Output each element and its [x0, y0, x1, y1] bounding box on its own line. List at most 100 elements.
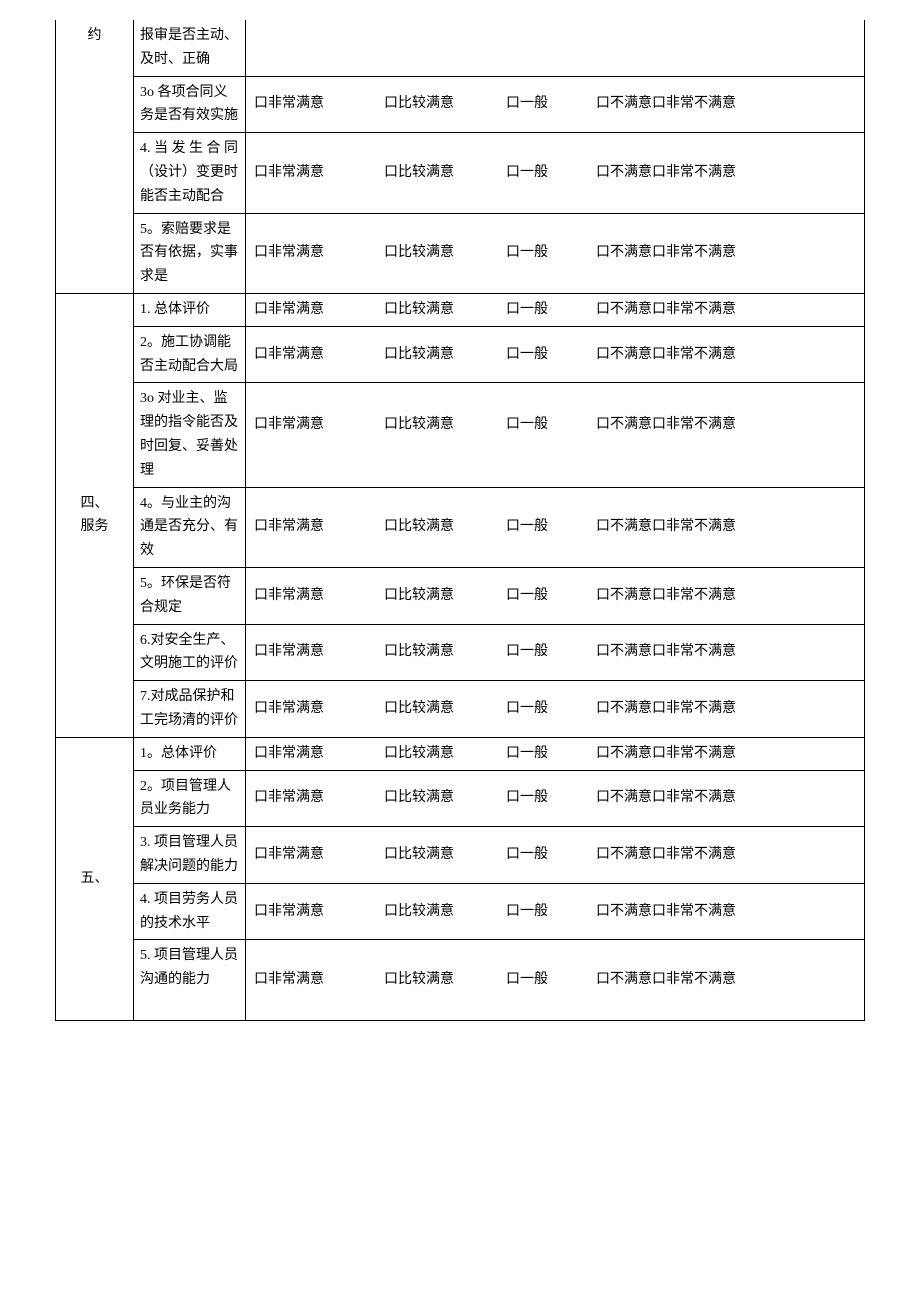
item-text: 1。总体评价 — [140, 746, 217, 761]
item-cell: 2。项目管理人员业务能力 — [134, 770, 246, 827]
item-text: 5。环保是否符合规定 — [140, 576, 231, 615]
item-text: 7.对成品保护和工完场清的评价 — [140, 689, 238, 728]
option-dissatisfied[interactable]: 口不满意口非常不满意 — [596, 92, 736, 116]
option-dissatisfied[interactable]: 口不满意口非常不满意 — [596, 697, 736, 721]
option-very-satisfied[interactable]: 口非常满意 — [254, 968, 324, 992]
option-very-satisfied[interactable]: 口非常满意 — [254, 742, 324, 766]
option-very-satisfied[interactable]: 口非常满意 — [254, 343, 324, 367]
option-quite-satisfied[interactable]: 口比较满意 — [384, 900, 454, 924]
item-cell: 4。与业主的沟通是否充分、有效 — [134, 487, 246, 567]
item-text: 6.对安全生产、文明施工的评价 — [140, 633, 238, 672]
option-average[interactable]: 口一般 — [506, 241, 548, 265]
item-text: 5。索赔要求是否有依据，实事求是 — [140, 222, 238, 285]
item-cell: 3o 各项合同义务是否有效实施 — [134, 76, 246, 133]
option-quite-satisfied[interactable]: 口比较满意 — [384, 241, 454, 265]
option-average[interactable]: 口一般 — [506, 92, 548, 116]
option-average[interactable]: 口一般 — [506, 298, 548, 322]
option-quite-satisfied[interactable]: 口比较满意 — [384, 413, 454, 437]
category-label: 四、 — [62, 492, 127, 516]
survey-table: 约报审是否主动、及时、正确 3o 各项合同义务是否有效实施口非常满意口比较满意口… — [55, 20, 865, 1021]
item-text: 1. 总体评价 — [140, 302, 210, 317]
option-dissatisfied[interactable]: 口不满意口非常不满意 — [596, 968, 736, 992]
option-average[interactable]: 口一般 — [506, 843, 548, 867]
option-very-satisfied[interactable]: 口非常满意 — [254, 900, 324, 924]
option-quite-satisfied[interactable]: 口比较满意 — [384, 786, 454, 810]
item-text: 2。项目管理人员业务能力 — [140, 779, 231, 818]
option-average[interactable]: 口一般 — [506, 343, 548, 367]
option-quite-satisfied[interactable]: 口比较满意 — [384, 968, 454, 992]
options-cell: 口非常满意 口比较满意 口一般 口不满意口非常不满意 — [246, 76, 865, 133]
option-dissatisfied[interactable]: 口不满意口非常不满意 — [596, 900, 736, 924]
option-very-satisfied[interactable]: 口非常满意 — [254, 786, 324, 810]
option-dissatisfied[interactable]: 口不满意口非常不满意 — [596, 161, 736, 185]
option-dissatisfied[interactable]: 口不满意口非常不满意 — [596, 584, 736, 608]
option-quite-satisfied[interactable]: 口比较满意 — [384, 161, 454, 185]
option-average[interactable]: 口一般 — [506, 697, 548, 721]
options-cell: 口非常满意 口比较满意 口一般 口不满意口非常不满意 — [246, 737, 865, 770]
item-cell: 7.对成品保护和工完场清的评价 — [134, 681, 246, 738]
option-average[interactable]: 口一般 — [506, 900, 548, 924]
options-cell: 口非常满意 口比较满意 口一般 口不满意口非常不满意 — [246, 827, 865, 884]
item-text: 4. 当 发 生 合 同（设计）变更时能否主动配合 — [140, 141, 238, 204]
option-dissatisfied[interactable]: 口不满意口非常不满意 — [596, 843, 736, 867]
option-quite-satisfied[interactable]: 口比较满意 — [384, 640, 454, 664]
option-quite-satisfied[interactable]: 口比较满意 — [384, 843, 454, 867]
option-very-satisfied[interactable]: 口非常满意 — [254, 640, 324, 664]
option-dissatisfied[interactable]: 口不满意口非常不满意 — [596, 413, 736, 437]
option-average[interactable]: 口一般 — [506, 161, 548, 185]
item-text: 3o 各项合同义务是否有效实施 — [140, 85, 238, 124]
item-cell: 4. 当 发 生 合 同（设计）变更时能否主动配合 — [134, 133, 246, 213]
category-cell-s5: 五、 — [56, 737, 134, 1020]
options-cell-empty — [246, 20, 865, 76]
option-very-satisfied[interactable]: 口非常满意 — [254, 515, 324, 539]
option-average[interactable]: 口一般 — [506, 968, 548, 992]
option-very-satisfied[interactable]: 口非常满意 — [254, 843, 324, 867]
item-cell: 6.对安全生产、文明施工的评价 — [134, 624, 246, 681]
option-dissatisfied[interactable]: 口不满意口非常不满意 — [596, 241, 736, 265]
category-label: 约 — [62, 24, 127, 48]
item-text: 4。与业主的沟通是否充分、有效 — [140, 496, 238, 559]
option-average[interactable]: 口一般 — [506, 584, 548, 608]
option-quite-satisfied[interactable]: 口比较满意 — [384, 515, 454, 539]
option-very-satisfied[interactable]: 口非常满意 — [254, 584, 324, 608]
option-average[interactable]: 口一般 — [506, 640, 548, 664]
category-label: 服务 — [62, 515, 127, 539]
item-text: 报审是否主动、及时、正确 — [140, 28, 238, 67]
item-cell: 5。索赔要求是否有依据，实事求是 — [134, 213, 246, 293]
option-average[interactable]: 口一般 — [506, 786, 548, 810]
item-text: 4. 项目劳务人员的技术水平 — [140, 892, 238, 931]
item-cell: 3o 对业主、监理的指令能否及时回复、妥善处理 — [134, 383, 246, 487]
category-label: 五、 — [62, 867, 127, 891]
option-dissatisfied[interactable]: 口不满意口非常不满意 — [596, 742, 736, 766]
options-cell: 口非常满意 口比较满意 口一般 口不满意口非常不满意 — [246, 681, 865, 738]
option-dissatisfied[interactable]: 口不满意口非常不满意 — [596, 515, 736, 539]
options-cell: 口非常满意 口比较满意 口一般 口不满意口非常不满意 — [246, 293, 865, 326]
option-dissatisfied[interactable]: 口不满意口非常不满意 — [596, 343, 736, 367]
option-quite-satisfied[interactable]: 口比较满意 — [384, 697, 454, 721]
item-cell: 3. 项目管理人员解决问题的能力 — [134, 827, 246, 884]
item-cell: 1. 总体评价 — [134, 293, 246, 326]
option-dissatisfied[interactable]: 口不满意口非常不满意 — [596, 640, 736, 664]
option-average[interactable]: 口一般 — [506, 413, 548, 437]
option-dissatisfied[interactable]: 口不满意口非常不满意 — [596, 298, 736, 322]
option-average[interactable]: 口一般 — [506, 742, 548, 766]
option-dissatisfied[interactable]: 口不满意口非常不满意 — [596, 786, 736, 810]
option-average[interactable]: 口一般 — [506, 515, 548, 539]
option-very-satisfied[interactable]: 口非常满意 — [254, 697, 324, 721]
option-very-satisfied[interactable]: 口非常满意 — [254, 92, 324, 116]
option-quite-satisfied[interactable]: 口比较满意 — [384, 584, 454, 608]
item-cell: 2。施工协调能否主动配合大局 — [134, 326, 246, 383]
options-cell: 口非常满意 口比较满意 口一般 口不满意口非常不满意 — [246, 883, 865, 940]
option-quite-satisfied[interactable]: 口比较满意 — [384, 343, 454, 367]
option-quite-satisfied[interactable]: 口比较满意 — [384, 742, 454, 766]
option-quite-satisfied[interactable]: 口比较满意 — [384, 92, 454, 116]
item-text: 5. 项目管理人员沟通的能力 — [140, 948, 238, 1011]
item-cell: 报审是否主动、及时、正确 — [134, 20, 246, 76]
option-very-satisfied[interactable]: 口非常满意 — [254, 161, 324, 185]
options-cell: 口非常满意 口比较满意 口一般 口不满意口非常不满意 — [246, 487, 865, 567]
option-very-satisfied[interactable]: 口非常满意 — [254, 413, 324, 437]
option-very-satisfied[interactable]: 口非常满意 — [254, 298, 324, 322]
options-cell: 口非常满意 口比较满意 口一般 口不满意口非常不满意 — [246, 770, 865, 827]
option-quite-satisfied[interactable]: 口比较满意 — [384, 298, 454, 322]
option-very-satisfied[interactable]: 口非常满意 — [254, 241, 324, 265]
